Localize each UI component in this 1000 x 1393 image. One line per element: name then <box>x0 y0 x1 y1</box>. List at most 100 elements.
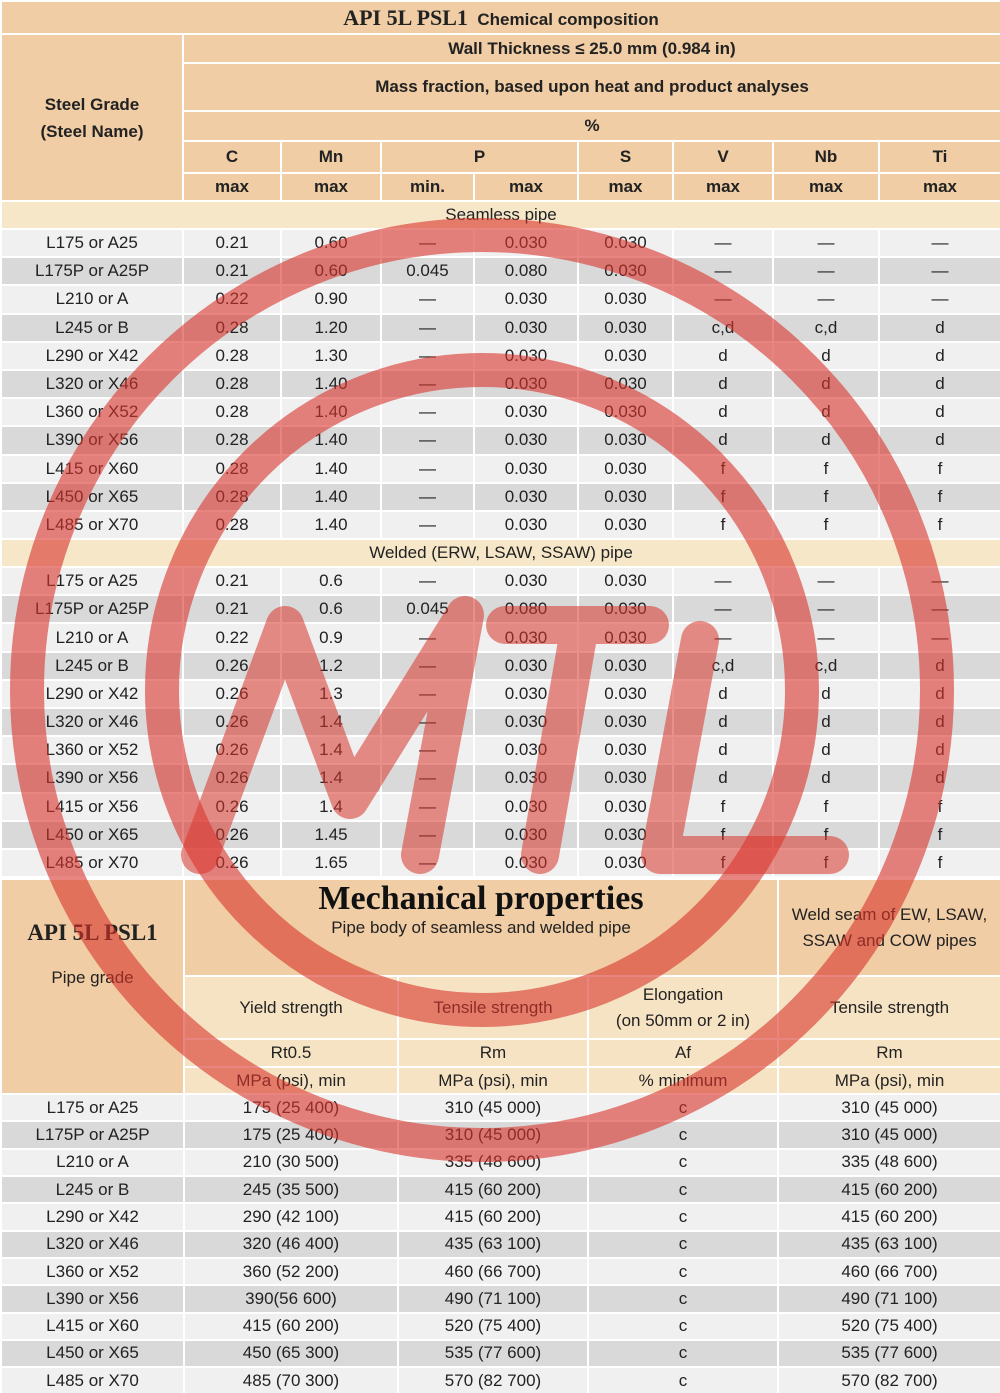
value-cell: 0.28 <box>182 312 282 343</box>
value-cell: — <box>672 566 774 597</box>
table-row: L485 or X70 485 (70 300) 570 (82 700) c 570 … <box>0 1366 1000 1393</box>
value-cell: d <box>878 340 1000 371</box>
value-cell: — <box>380 763 475 794</box>
table-row: L290 or X42 0.26 1.3—0.030 0.030 d d d <box>0 678 1000 710</box>
weld-seam-header: Weld seam of EW, LSAW, SSAW and COW pipe… <box>777 878 1000 978</box>
value-cell: 485 (70 300) <box>183 1366 399 1393</box>
value-cell: — <box>380 735 475 766</box>
column-name: Elongation <box>642 984 724 1004</box>
column-symbol: Rm <box>777 1038 1000 1069</box>
value-cell: 0.030 <box>577 678 674 710</box>
value-cell: 0.030 <box>577 425 674 456</box>
element-header-c: C <box>182 140 282 174</box>
value-cell: f <box>772 791 880 822</box>
value-cell: f <box>772 509 880 541</box>
value-cell: 0.030 <box>577 284 674 315</box>
grade-cell: L320 or X46 <box>0 706 184 738</box>
value-cell: 0.030 <box>473 481 579 512</box>
grade-cell: L175P or A25P <box>0 256 184 287</box>
value-cell: 390(56 600) <box>183 1284 399 1314</box>
steel-name-label: (Steel Name) <box>40 121 144 141</box>
table-row: L210 or A 210 (30 500) 335 (48 600) c 335 (4… <box>0 1147 1000 1178</box>
value-cell: 0.030 <box>577 622 674 653</box>
grade-cell: L485 or X70 <box>0 509 184 541</box>
value-cell: 0.030 <box>577 509 674 541</box>
mech-side-header: API 5L PSL1 Pipe grade <box>0 878 185 1096</box>
table-row: L175P or A25P 175 (25 400) 310 (45 000) c 31… <box>0 1120 1000 1150</box>
limit-header: max <box>280 172 382 202</box>
value-cell: f <box>772 453 880 484</box>
grade-cell: L485 or X70 <box>0 1366 185 1393</box>
limit-header: min. <box>380 172 475 202</box>
value-cell: 0.030 <box>473 791 579 822</box>
value-cell: 0.030 <box>473 678 579 710</box>
value-cell: 0.9 <box>280 622 382 653</box>
value-cell: — <box>672 227 774 259</box>
value-cell: d <box>672 706 774 738</box>
grade-cell: L245 or B <box>0 312 184 343</box>
value-cell: 0.030 <box>577 566 674 597</box>
table-row: L360 or X52 0.26 1.4—0.030 0.030 d d d <box>0 735 1000 766</box>
value-cell: c,d <box>672 312 774 343</box>
value-cell: 0.030 <box>577 791 674 822</box>
value-cell: — <box>380 678 475 710</box>
value-cell: 0.030 <box>577 706 674 738</box>
value-cell: f <box>672 453 774 484</box>
table-row: L175 or A25 0.21 0.60—0.030 0.030— — — <box>0 227 1000 259</box>
value-cell: c <box>586 1175 780 1205</box>
value-cell: — <box>878 594 1000 625</box>
mech-side-title: API 5L PSL1 <box>27 920 158 946</box>
value-cell: 0.030 <box>577 735 674 766</box>
value-cell: d <box>878 706 1000 738</box>
value-cell: 0.90 <box>280 284 382 315</box>
value-cell: f <box>878 509 1000 541</box>
section-header: Welded (ERW, LSAW, SSAW) pipe <box>0 538 1000 569</box>
value-cell: d <box>772 706 880 738</box>
table-row: L450 or X65 0.28 1.40—0.030 0.030 f f f <box>0 481 1000 512</box>
value-cell: 1.4 <box>280 791 382 822</box>
value-cell: 570 (82 700) <box>777 1366 1000 1393</box>
value-cell: 0.21 <box>182 566 282 597</box>
grade-cell: L320 or X46 <box>0 368 184 400</box>
value-cell: 460 (66 700) <box>397 1256 589 1287</box>
value-cell: 535 (77 600) <box>777 1338 1000 1369</box>
value-cell: c <box>586 1093 780 1123</box>
element-header-nb: Nb <box>772 140 880 174</box>
value-cell: — <box>380 312 475 343</box>
value-cell: 0.030 <box>473 706 579 738</box>
grade-cell: L320 or X46 <box>0 1229 185 1259</box>
value-cell: 520 (75 400) <box>397 1311 589 1341</box>
value-cell: 0.6 <box>280 566 382 597</box>
value-cell: c,d <box>772 650 880 681</box>
value-cell: d <box>672 735 774 766</box>
element-header-ti: Ti <box>878 140 1000 174</box>
value-cell: 175 (25 400) <box>183 1120 399 1150</box>
value-cell: 0.030 <box>473 847 579 879</box>
value-cell: 0.6 <box>280 594 382 625</box>
value-cell: 0.28 <box>182 453 282 484</box>
value-cell: 1.2 <box>280 650 382 681</box>
value-cell: f <box>672 791 774 822</box>
value-cell: d <box>772 735 880 766</box>
grade-cell: L390 or X56 <box>0 763 184 794</box>
table-row: L450 or X65 0.26 1.45—0.030 0.030 f f f <box>0 819 1000 850</box>
column-unit: MPa (psi), min <box>777 1066 1000 1096</box>
table-row: L415 or X60 415 (60 200) 520 (75 400) c 520 … <box>0 1311 1000 1341</box>
value-cell: d <box>772 397 880 428</box>
grade-cell: L415 or X56 <box>0 791 184 822</box>
value-cell: 290 (42 100) <box>183 1202 399 1232</box>
limit-header: max <box>878 172 1000 202</box>
value-cell: d <box>672 763 774 794</box>
grade-cell: L390 or X56 <box>0 425 184 456</box>
value-cell: f <box>672 481 774 512</box>
value-cell: — <box>380 425 475 456</box>
value-cell: 415 (60 200) <box>397 1175 589 1205</box>
value-cell: d <box>672 425 774 456</box>
limit-header: max <box>577 172 674 202</box>
table-row: L290 or X42 290 (42 100) 415 (60 200) c 415 … <box>0 1202 1000 1232</box>
value-cell: — <box>380 791 475 822</box>
value-cell: 1.3 <box>280 678 382 710</box>
table-row: L390 or X56 0.26 1.4—0.030 0.030 d d d <box>0 763 1000 794</box>
value-cell: 0.045 <box>380 594 475 625</box>
value-cell: 0.030 <box>473 650 579 681</box>
